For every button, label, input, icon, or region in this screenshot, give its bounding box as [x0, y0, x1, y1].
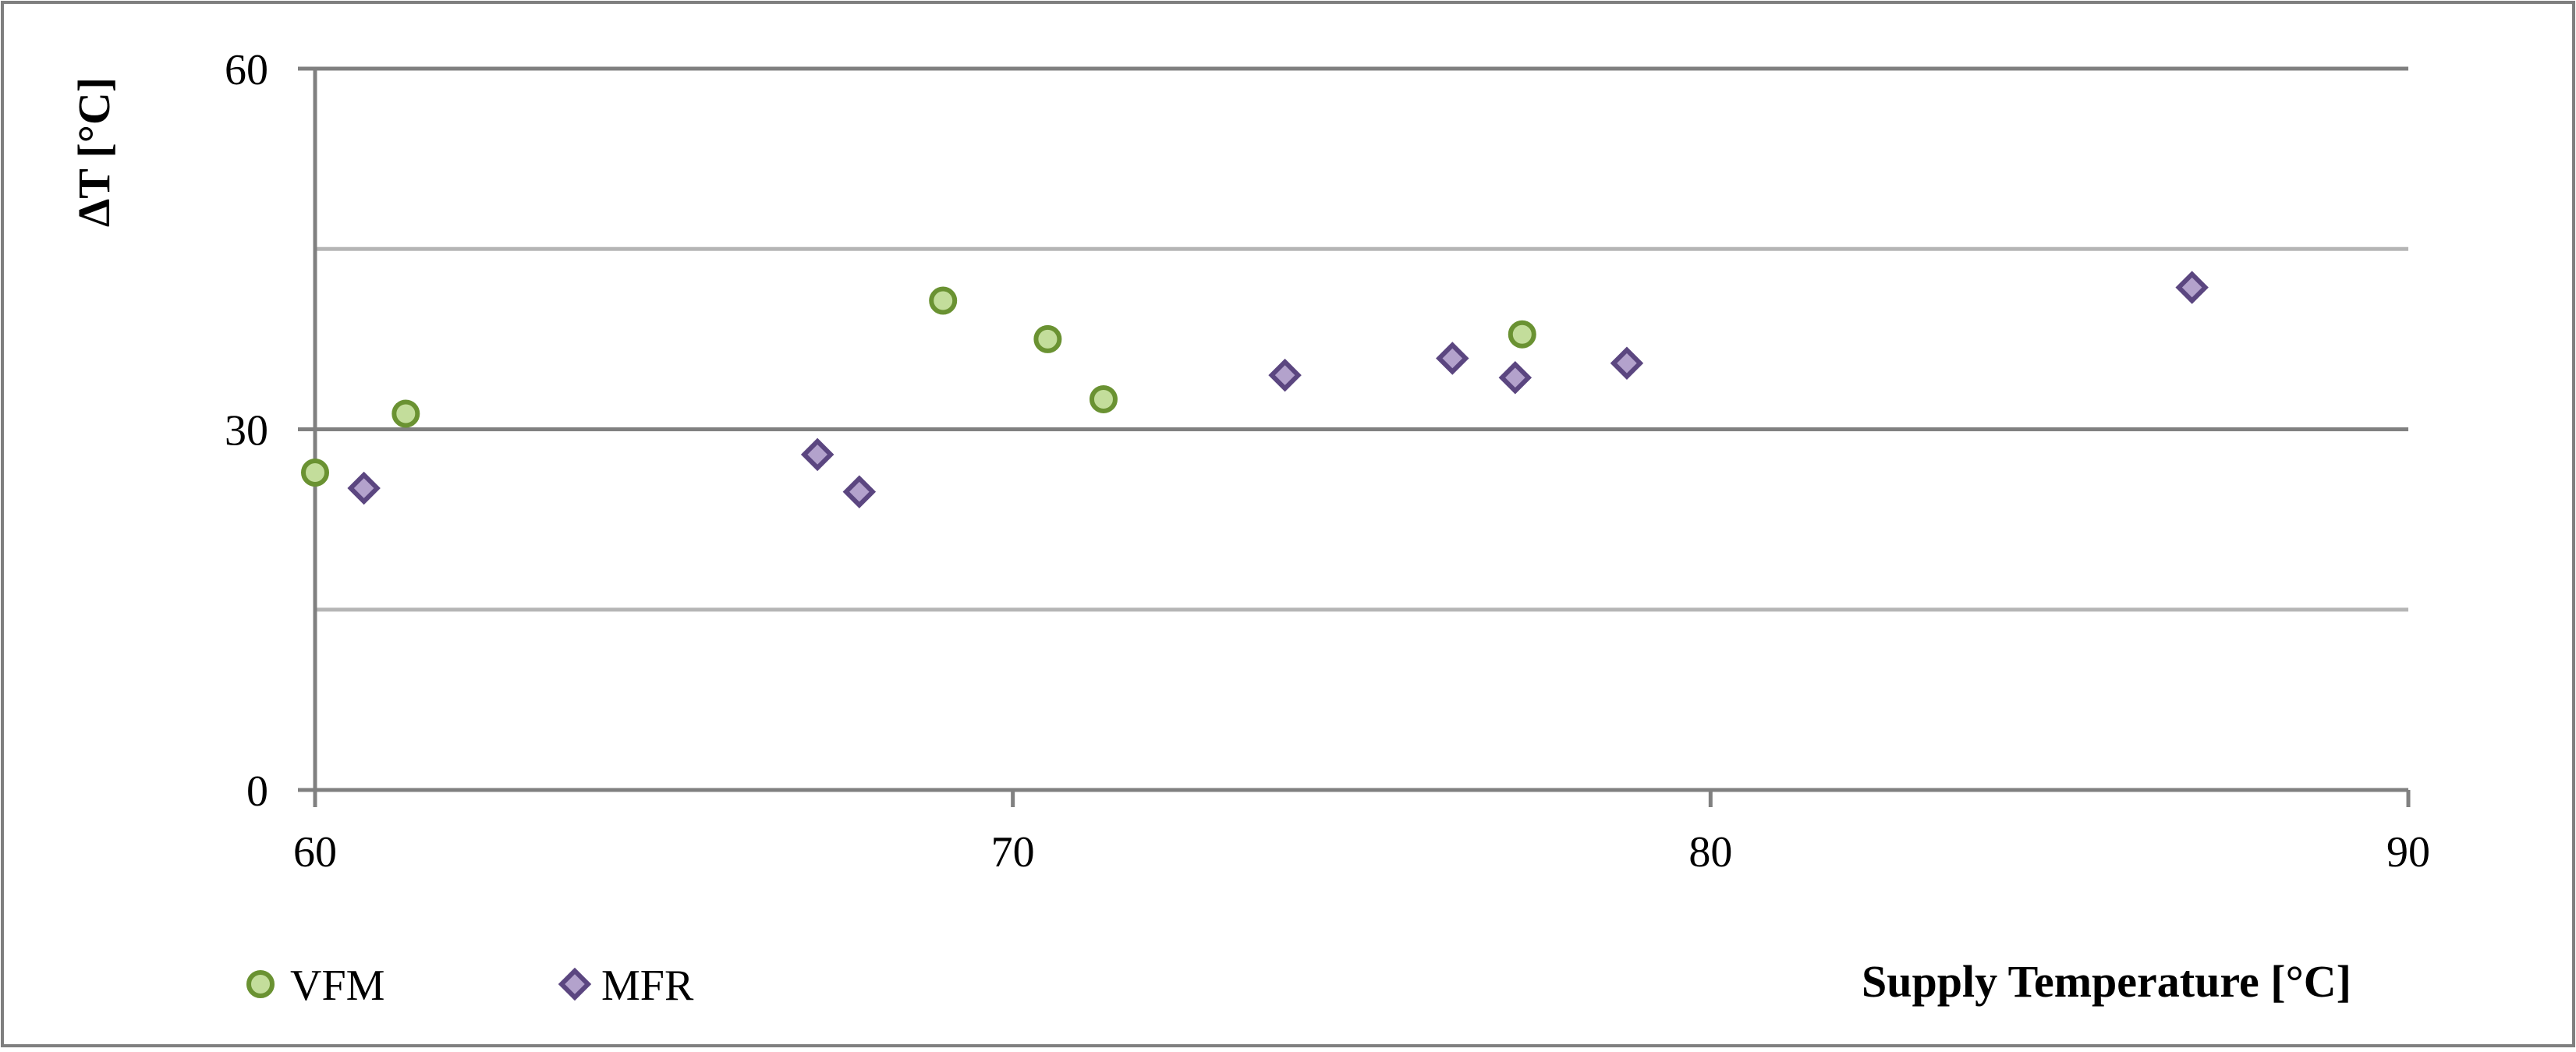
legend-label-vfm: VFM: [290, 962, 384, 1010]
data-point-mfr: [842, 475, 877, 508]
y-tick-label: 30: [225, 407, 268, 455]
data-point-mfr: [800, 437, 834, 472]
data-point-vfm: [1089, 384, 1118, 413]
data-point-mfr: [1610, 346, 1644, 380]
data-point-mfr: [1498, 360, 1532, 395]
data-points: [301, 271, 2209, 508]
data-point-mfr: [1436, 342, 1469, 375]
y-tick-label: 0: [246, 767, 268, 816]
data-point-mfr: [1268, 358, 1302, 392]
y-tick-label: 60: [225, 46, 268, 94]
legend-label-mfr: MFR: [601, 962, 694, 1010]
y-axis-tick-labels: 0 30 60: [225, 46, 315, 816]
x-tick-label: 90: [2386, 828, 2430, 877]
data-point-vfm: [301, 459, 329, 487]
gridlines: [315, 66, 2408, 612]
legend-marker-vfm: [246, 970, 275, 998]
data-point-mfr: [2175, 271, 2209, 304]
x-axis-title: Supply Temperature [°C]: [1862, 956, 2351, 1007]
x-axis-tick-labels: 60 70 80 90: [293, 790, 2430, 877]
legend-marker-vfm-circle: [246, 970, 275, 998]
data-point-vfm: [929, 286, 958, 315]
legend: VFM MFR: [246, 962, 694, 1010]
x-tick-label: 80: [1688, 828, 1732, 877]
x-tick-label: 70: [991, 828, 1035, 877]
y-axis-title: ΔT [°C]: [69, 77, 119, 227]
data-point-vfm: [1033, 324, 1062, 353]
data-point-vfm: [392, 399, 420, 428]
x-tick-label: 60: [293, 828, 337, 877]
data-point-vfm: [1508, 320, 1536, 349]
legend-marker-mfr-diamond: [558, 967, 592, 1001]
legend-marker-mfr: [558, 967, 592, 1001]
data-point-mfr: [347, 471, 381, 505]
